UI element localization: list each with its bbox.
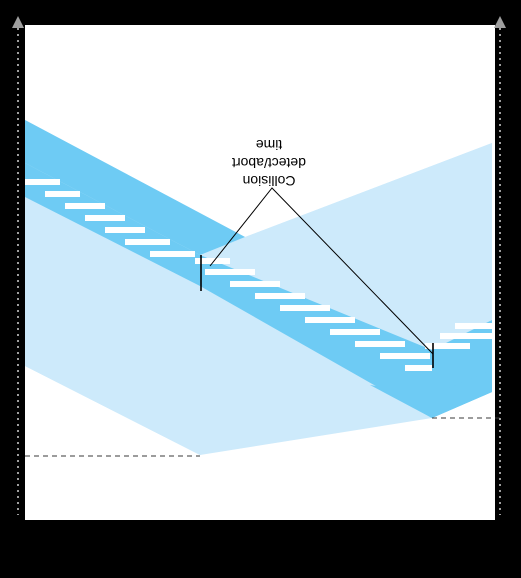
signal-band-diagonal	[25, 163, 492, 418]
time-axis-left-arrow	[12, 16, 24, 28]
time-axis-right-arrow	[494, 16, 506, 28]
stripe-set	[25, 179, 492, 371]
axis-label-time-left: Time	[2, 3, 33, 19]
annotation-line-2: detect/abort	[232, 155, 306, 171]
signal-region-light-main	[25, 120, 492, 350]
space-point-a: A	[82, 544, 92, 561]
space-point-c: C	[311, 544, 322, 561]
t0-label: t₀	[5, 448, 15, 465]
space-axis-label: Space	[233, 567, 276, 578]
annotation-leader	[209, 187, 434, 355]
signal-band-upper	[25, 120, 245, 255]
space-point-b: B	[196, 544, 206, 561]
space-point-d: D	[427, 544, 438, 561]
axis-label-time-right: Time	[485, 3, 516, 19]
signal-band-right-lower	[370, 370, 492, 418]
space-axis	[86, 520, 434, 528]
t1-label: t₁	[506, 409, 515, 426]
annotation-line-1: Collision	[243, 173, 296, 189]
annotation-line-3: time	[256, 137, 283, 153]
